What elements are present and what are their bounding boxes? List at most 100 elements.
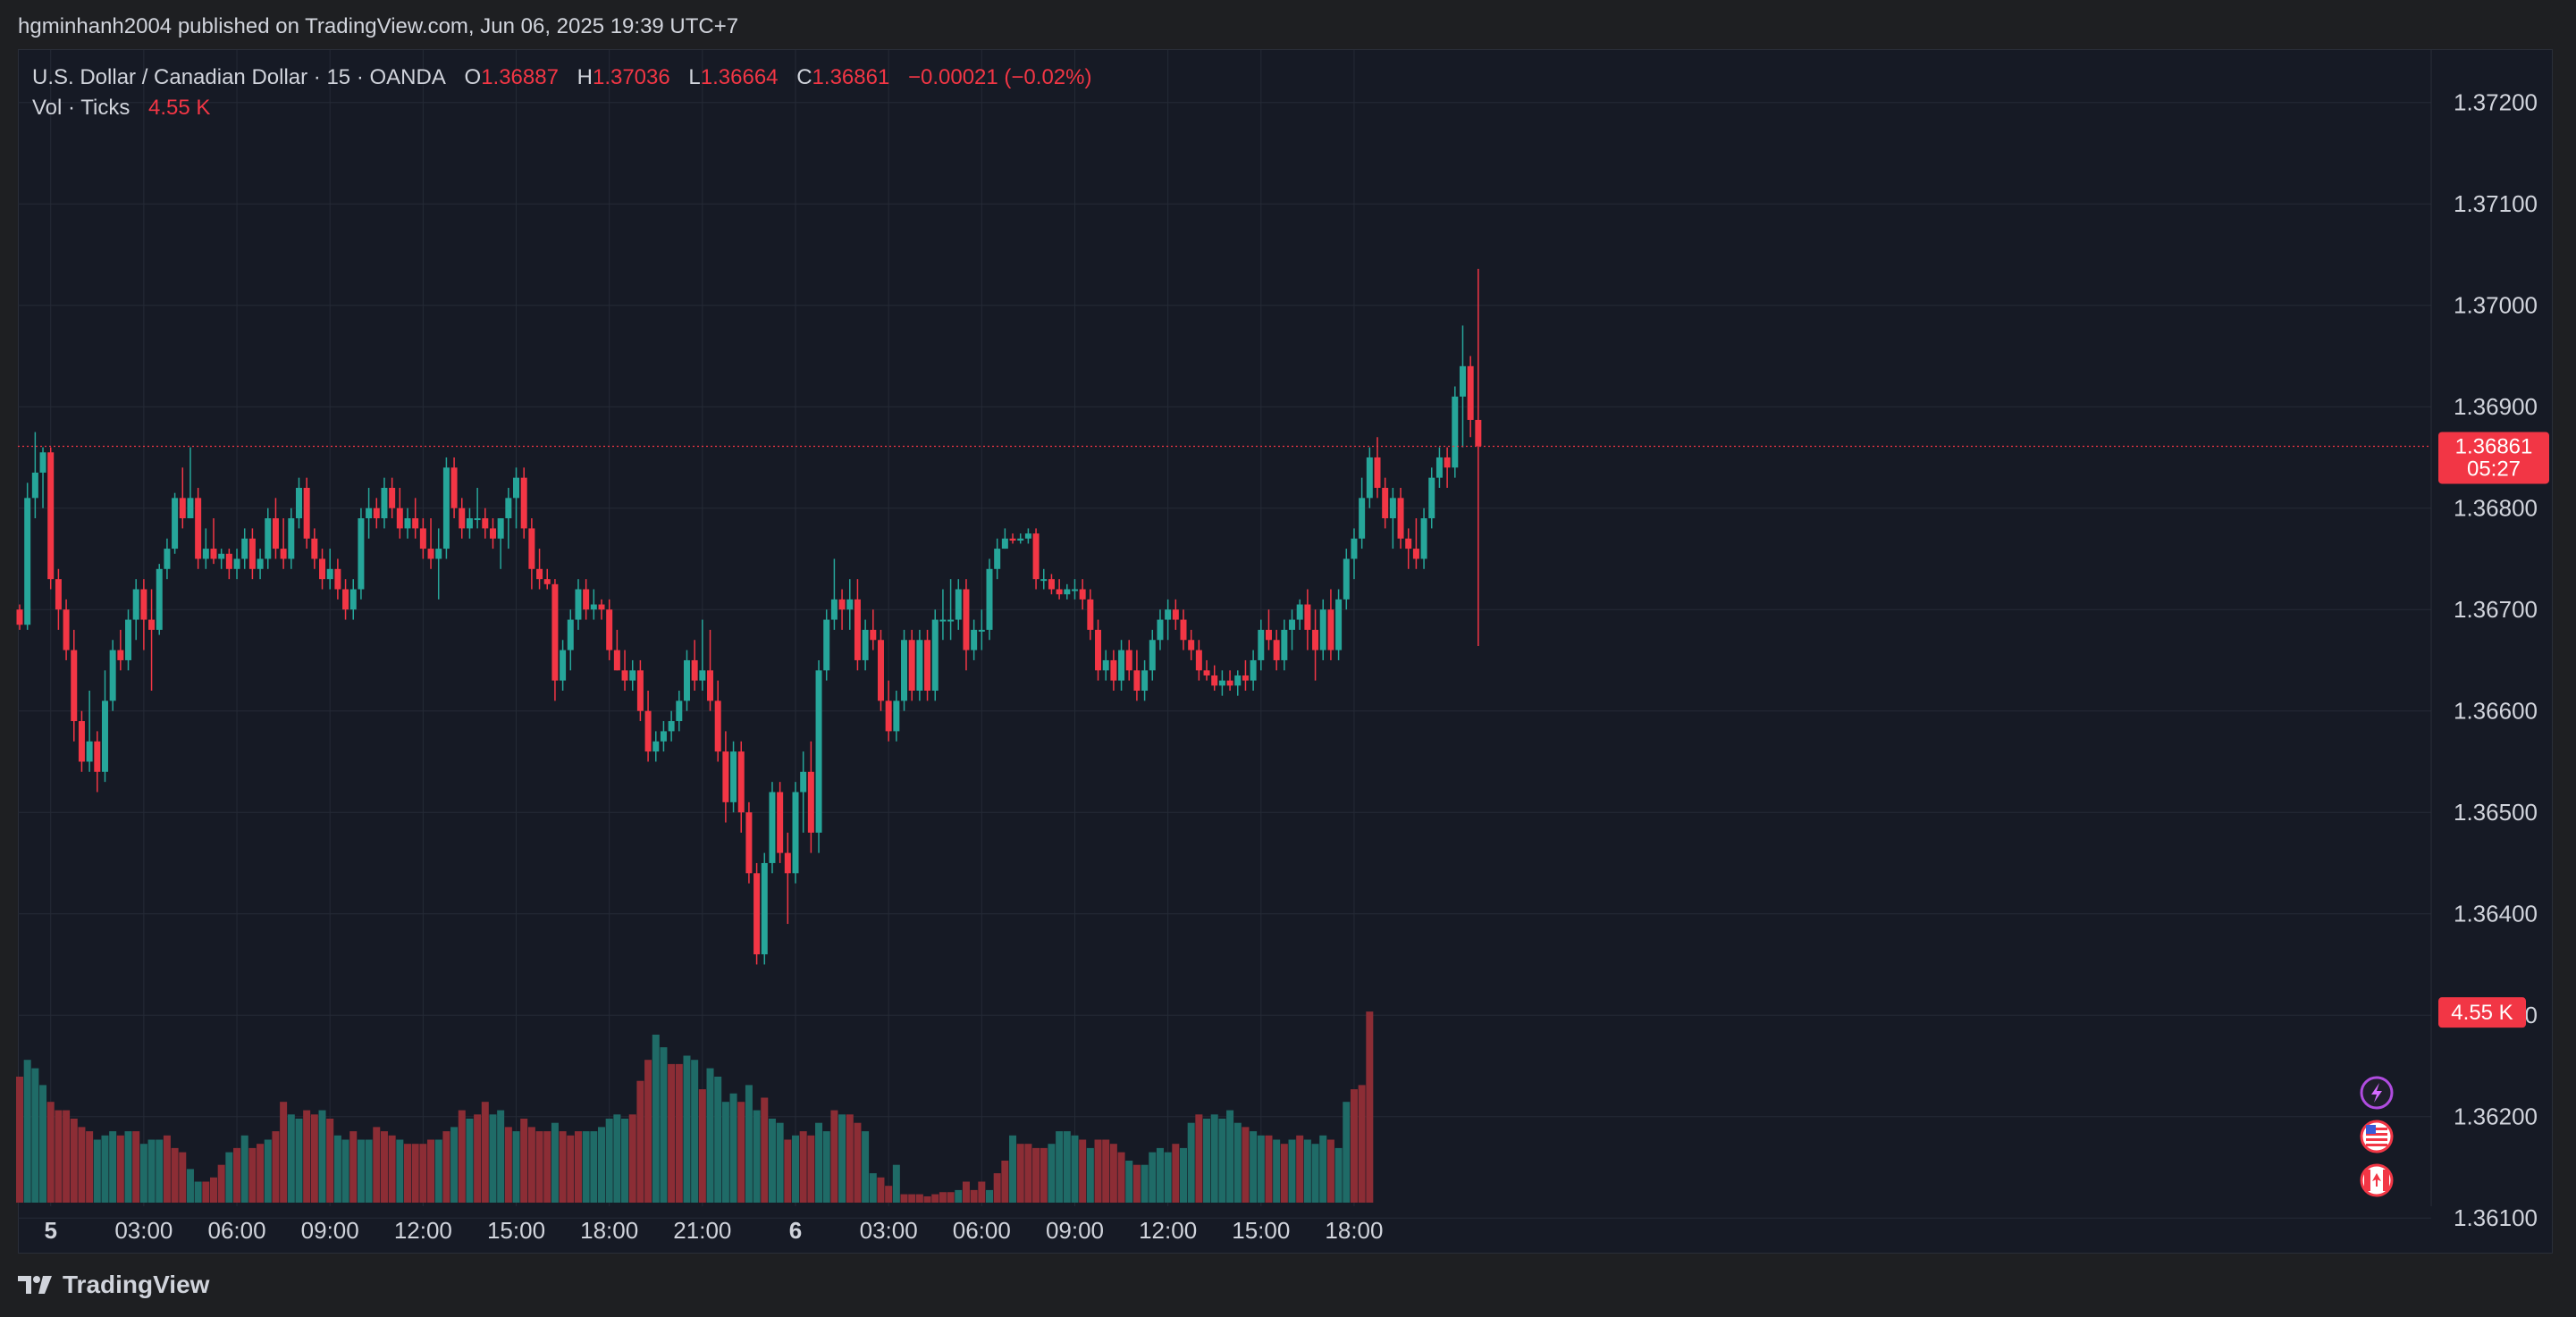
- candle-body[interactable]: [101, 700, 108, 772]
- candle-body[interactable]: [132, 589, 139, 620]
- candle-body[interactable]: [1234, 675, 1242, 686]
- candle-body[interactable]: [870, 629, 877, 641]
- candle-body[interactable]: [1110, 659, 1117, 681]
- candle-body[interactable]: [1366, 457, 1373, 499]
- candle-body[interactable]: [202, 549, 209, 559]
- candle-body[interactable]: [1149, 640, 1156, 671]
- candle-body[interactable]: [1218, 680, 1225, 686]
- candle-body[interactable]: [179, 498, 186, 519]
- candle-body[interactable]: [497, 518, 504, 539]
- candle-body[interactable]: [172, 498, 179, 549]
- candle-body[interactable]: [78, 721, 85, 762]
- candle-body[interactable]: [621, 670, 628, 681]
- candle-body[interactable]: [1064, 589, 1071, 595]
- candle-body[interactable]: [1258, 629, 1265, 660]
- candle-body[interactable]: [598, 604, 605, 610]
- candle-body[interactable]: [613, 650, 620, 671]
- candle-body[interactable]: [854, 599, 861, 660]
- candle-body[interactable]: [1001, 538, 1008, 549]
- candle-body[interactable]: [1459, 365, 1466, 397]
- candle-body[interactable]: [807, 771, 814, 833]
- candle-body[interactable]: [730, 751, 737, 802]
- candle-body[interactable]: [109, 650, 116, 701]
- candle-body[interactable]: [560, 650, 567, 681]
- candle-body[interactable]: [1040, 579, 1048, 582]
- candle-body[interactable]: [1079, 589, 1086, 600]
- candle-body[interactable]: [971, 629, 978, 650]
- candle-body[interactable]: [1118, 650, 1125, 681]
- candle-body[interactable]: [140, 589, 147, 620]
- candle-body[interactable]: [396, 508, 403, 529]
- candle-body[interactable]: [520, 477, 527, 529]
- candle-body[interactable]: [389, 488, 396, 508]
- candle-body[interactable]: [1327, 609, 1334, 650]
- candle-body[interactable]: [1095, 629, 1102, 671]
- candle-body[interactable]: [1374, 457, 1381, 488]
- candle-body[interactable]: [699, 670, 706, 681]
- candle-body[interactable]: [838, 599, 846, 610]
- candle-body[interactable]: [924, 640, 931, 691]
- candle-body[interactable]: [1435, 457, 1443, 478]
- candle-body[interactable]: [536, 568, 543, 580]
- candle-body[interactable]: [1102, 659, 1109, 671]
- candle-body[interactable]: [1141, 670, 1149, 691]
- candle-body[interactable]: [1319, 609, 1326, 650]
- candle-body[interactable]: [63, 609, 70, 650]
- candle-body[interactable]: [334, 568, 341, 590]
- candle-body[interactable]: [373, 508, 380, 519]
- candle-body[interactable]: [280, 549, 287, 559]
- candle-body[interactable]: [435, 549, 442, 559]
- candle-body[interactable]: [1009, 538, 1016, 541]
- candle-body[interactable]: [1242, 675, 1249, 681]
- candle-body[interactable]: [47, 452, 55, 580]
- candle-body[interactable]: [248, 538, 256, 569]
- candle-body[interactable]: [994, 549, 1001, 569]
- candle-body[interactable]: [668, 721, 675, 732]
- candle-body[interactable]: [908, 640, 915, 691]
- candle-body[interactable]: [489, 528, 496, 539]
- candle-body[interactable]: [1467, 365, 1474, 420]
- candle-body[interactable]: [590, 604, 597, 610]
- candle-body[interactable]: [1397, 498, 1404, 539]
- candle-body[interactable]: [885, 700, 892, 732]
- candle-body[interactable]: [1048, 579, 1055, 590]
- candle-body[interactable]: [606, 609, 613, 650]
- candle-body[interactable]: [862, 629, 869, 660]
- candle-body[interactable]: [288, 518, 295, 559]
- candle-body[interactable]: [442, 467, 450, 549]
- candle-body[interactable]: [412, 518, 419, 529]
- candle-body[interactable]: [31, 472, 38, 499]
- candle-body[interactable]: [474, 518, 481, 521]
- candle-body[interactable]: [1017, 538, 1024, 541]
- candle-body[interactable]: [450, 467, 458, 508]
- candle-body[interactable]: [714, 700, 721, 752]
- candle-body[interactable]: [1265, 629, 1272, 641]
- candle-body[interactable]: [1024, 533, 1031, 539]
- candle-body[interactable]: [931, 619, 939, 691]
- candle-body[interactable]: [419, 528, 426, 549]
- candle-body[interactable]: [148, 619, 156, 630]
- candle-body[interactable]: [1250, 659, 1257, 681]
- candle-body[interactable]: [1281, 629, 1288, 660]
- candle-body[interactable]: [55, 579, 62, 610]
- candle-body[interactable]: [1289, 619, 1296, 630]
- candle-body[interactable]: [1087, 599, 1094, 630]
- candle-body[interactable]: [210, 549, 217, 559]
- candle-body[interactable]: [303, 488, 310, 539]
- volume-badge[interactable]: [2438, 997, 2526, 1028]
- candle-body[interactable]: [71, 650, 78, 722]
- candle-body[interactable]: [156, 568, 163, 630]
- candle-body[interactable]: [94, 741, 101, 772]
- candle-body[interactable]: [366, 508, 373, 519]
- candle-body[interactable]: [1172, 609, 1179, 620]
- candle-body[interactable]: [404, 518, 411, 529]
- candle-body[interactable]: [39, 452, 46, 473]
- candle-body[interactable]: [893, 700, 900, 732]
- candle-body[interactable]: [575, 589, 582, 620]
- candle-body[interactable]: [830, 599, 838, 620]
- candle-body[interactable]: [1180, 619, 1187, 641]
- candle-body[interactable]: [528, 528, 535, 569]
- candle-body[interactable]: [707, 670, 714, 701]
- candle-body[interactable]: [1296, 604, 1303, 620]
- candle-body[interactable]: [342, 589, 349, 610]
